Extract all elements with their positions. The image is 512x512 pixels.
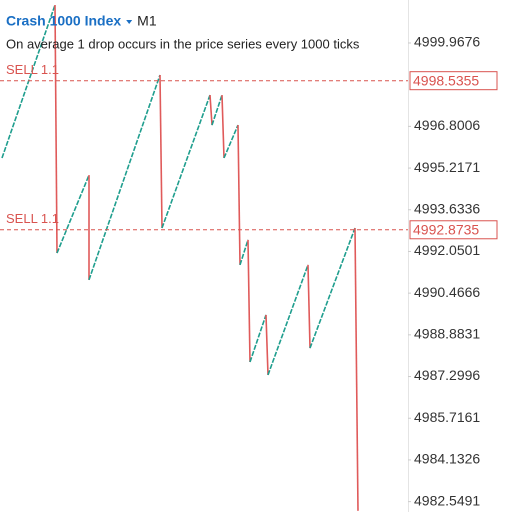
price-axis: 4999.9676 4996.8006 4995.2171 4993.6336 4992…	[408, 34, 498, 508]
symbol-name[interactable]: Crash 1000 Index	[6, 13, 121, 29]
y-tick-label: 4987.2996	[414, 367, 480, 383]
dropdown-icon[interactable]	[126, 20, 133, 24]
y-tick-label: 4993.6336	[414, 200, 480, 216]
price-segment	[239, 239, 249, 266]
price-segment	[56, 174, 90, 254]
y-tick-label: 4996.8006	[414, 117, 480, 133]
price-segment	[265, 314, 269, 375]
price-segment	[307, 264, 311, 349]
y-tick-label: 4984.1326	[414, 451, 480, 467]
price-segment	[211, 94, 223, 126]
subtitle: On average 1 drop occurs in the price se…	[6, 36, 360, 51]
price-box	[409, 220, 498, 240]
y-tick-label: 4990.4666	[414, 284, 480, 300]
price-box	[409, 71, 498, 91]
y-tick-label: 4999.9676	[414, 34, 480, 50]
order-label: SELL 1.1	[6, 62, 59, 77]
price-segment	[1, 4, 56, 159]
price-segment	[249, 314, 267, 363]
timeframe[interactable]: M1	[137, 13, 157, 29]
y-tick-label: 4988.8831	[414, 326, 480, 342]
y-tick-label: 4995.2171	[414, 159, 480, 175]
plot-area: SELL 1.1 SELL 1.1	[0, 4, 408, 511]
price-box-label: 4998.5355	[413, 72, 479, 88]
price-segment	[237, 125, 241, 265]
price-segment	[161, 94, 211, 229]
price-segment	[88, 74, 161, 281]
y-tick-label: 4985.7161	[414, 409, 480, 425]
price-segment	[354, 228, 359, 511]
price-segment	[223, 124, 239, 159]
price-segment	[267, 264, 309, 376]
price-segment	[54, 4, 58, 254]
price-segment	[221, 95, 225, 159]
y-tick-label: 4992.0501	[414, 242, 480, 258]
order-label: SELL 1.1	[6, 211, 59, 226]
price-segment	[209, 95, 213, 126]
price-segment	[309, 227, 356, 349]
price-box-label: 4992.8735	[413, 221, 479, 237]
price-segment	[247, 239, 251, 363]
price-segment	[159, 75, 163, 229]
y-tick-label: 4982.5491	[414, 492, 480, 508]
